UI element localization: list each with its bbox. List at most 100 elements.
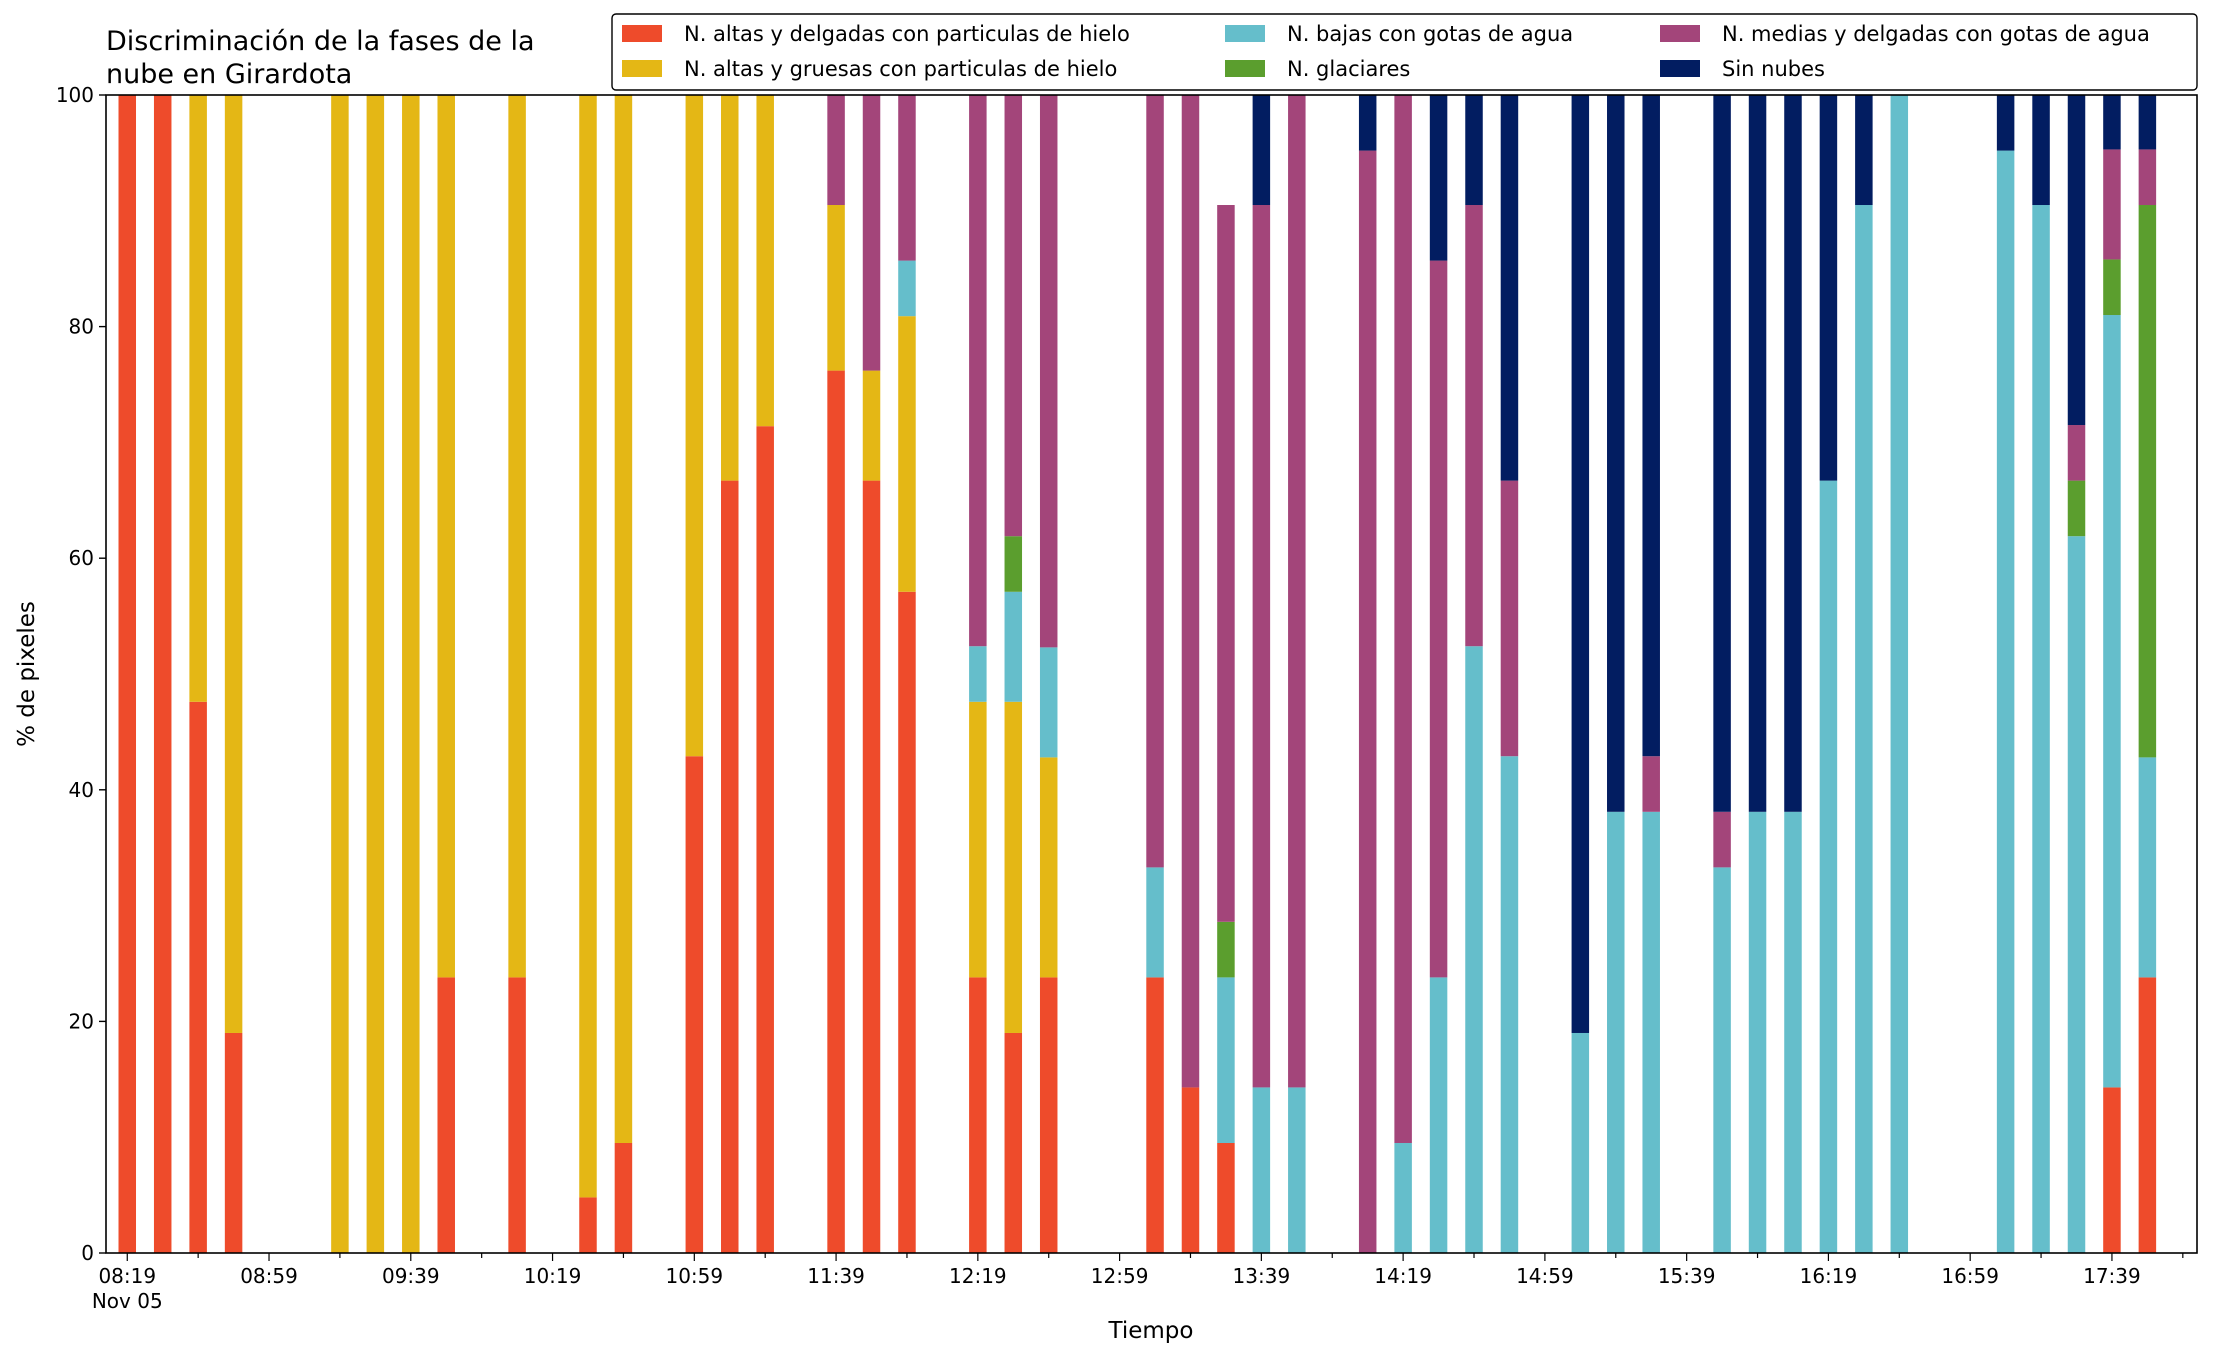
bar-segment [1288, 1087, 1306, 1253]
bar-segment [1784, 811, 1802, 1253]
bar-segment [2103, 259, 2121, 316]
x-tick-label: 14:59 [1516, 1264, 1574, 1288]
x-tick-label: 08:19 [98, 1264, 156, 1288]
x-tick-label: 08:59 [240, 1264, 298, 1288]
bar-segment [1500, 480, 1519, 757]
bar-segment [1713, 95, 1731, 812]
x-tick-label: 12:59 [1091, 1264, 1149, 1288]
bar-segment [1217, 921, 1235, 978]
bar-segment [1039, 95, 1058, 648]
bar-segment [969, 95, 987, 647]
bar-segment [1855, 95, 1873, 206]
bar-segment [331, 95, 349, 1253]
legend-swatch [1660, 25, 1700, 42]
bar-segment [402, 95, 420, 1253]
bar-segment [1429, 95, 1448, 261]
bar-segment [1855, 205, 1873, 1253]
y-tick-label: 20 [69, 1009, 94, 1033]
y-tick-label: 60 [69, 546, 94, 570]
bar-segment [1819, 480, 1838, 1253]
bar-segment [1146, 867, 1164, 978]
bar-segment [1004, 701, 1023, 1033]
bar-segment [1358, 150, 1377, 1254]
bar-segment [1713, 811, 1731, 868]
legend-label: N. altas y delgadas con particulas de hi… [684, 22, 1130, 46]
bar-segment [1642, 756, 1660, 812]
bar-segment [862, 95, 881, 371]
legend-label: N. medias y delgadas con gotas de agua [1722, 22, 2150, 46]
bar-segment [2138, 977, 2157, 1253]
bar-segment [1642, 811, 1660, 1253]
legend-label: Sin nubes [1722, 57, 1825, 81]
y-axis: 0 20 40 60 80 100 [56, 83, 106, 1265]
x-tick-label: 12:19 [949, 1264, 1007, 1288]
bar-segment [1146, 95, 1164, 868]
bar-segment [1394, 95, 1412, 1143]
bar-segment [2138, 95, 2157, 150]
bar-segment [862, 370, 881, 481]
bar-segment [1465, 205, 1483, 647]
bar-segment [2103, 95, 2121, 150]
x-tick-label: 17:39 [2083, 1264, 2141, 1288]
bar-segment [1039, 977, 1058, 1253]
y-tick-label: 40 [69, 778, 94, 802]
bar-segment [898, 316, 916, 592]
x-tick-label: 09:39 [382, 1264, 440, 1288]
bar-segment [579, 1197, 597, 1253]
x-tick-label: 14:19 [1374, 1264, 1432, 1288]
bar-segment [1571, 95, 1590, 1033]
bar-segment [969, 701, 987, 978]
legend: N. altas y delgadas con particulas de hi… [611, 13, 2198, 91]
legend-item: N. medias y delgadas con gotas de agua [1660, 22, 2150, 46]
bar-segment [756, 95, 774, 427]
bar-segment [1996, 150, 2015, 1254]
bar-segment [2138, 205, 2157, 758]
bar-segment [1429, 260, 1448, 978]
bar-segment [1571, 1032, 1590, 1253]
x-axis-label: Tiempo [1108, 1318, 1194, 1344]
legend-swatch [1225, 60, 1265, 77]
bar-segment [2138, 149, 2157, 206]
bar-segment [2032, 95, 2050, 206]
bar-segment [2103, 149, 2121, 260]
legend-swatch [622, 60, 662, 77]
bar-segment [437, 95, 455, 978]
bar-segment [827, 205, 845, 371]
legend-swatch [1225, 25, 1265, 42]
y-tick-label: 80 [69, 315, 94, 339]
bar-segment [437, 977, 455, 1253]
x-tick-label: 16:59 [1941, 1264, 1999, 1288]
bar-segment [1146, 977, 1164, 1253]
bar-segment [2103, 315, 2121, 1088]
chart-title-line-2: nube en Girardota [106, 59, 352, 90]
bar-segment [1465, 95, 1483, 206]
bar-segment [1252, 95, 1271, 206]
bars-layer [118, 95, 2157, 1254]
y-axis-label: % de pixeles [14, 601, 40, 747]
bar-segment [1252, 1087, 1271, 1253]
x-tick-label: 10:59 [665, 1264, 723, 1288]
bar-segment [614, 95, 633, 1143]
bar-segment [1394, 1142, 1412, 1253]
bar-segment [1890, 95, 1909, 1253]
bar-segment [1181, 95, 1200, 1088]
bar-segment [756, 426, 774, 1253]
legend-item: N. altas y delgadas con particulas de hi… [622, 22, 1130, 46]
x-tick-label: 10:19 [524, 1264, 582, 1288]
legend-item: N. bajas con gotas de agua [1225, 22, 1573, 46]
bar-segment [1004, 591, 1023, 702]
bar-segment [2103, 1087, 2121, 1253]
bar-segment [898, 95, 916, 261]
bar-segment [1607, 811, 1625, 1253]
bar-segment [827, 370, 845, 1254]
bar-segment [1748, 95, 1767, 812]
bar-segment [969, 646, 987, 702]
bar-segment [1500, 756, 1519, 1253]
bar-segment [685, 756, 704, 1253]
x-tick-label: 15:39 [1658, 1264, 1716, 1288]
bar-segment [862, 480, 881, 1253]
bar-segment [2138, 757, 2157, 978]
bar-segment [898, 260, 916, 317]
